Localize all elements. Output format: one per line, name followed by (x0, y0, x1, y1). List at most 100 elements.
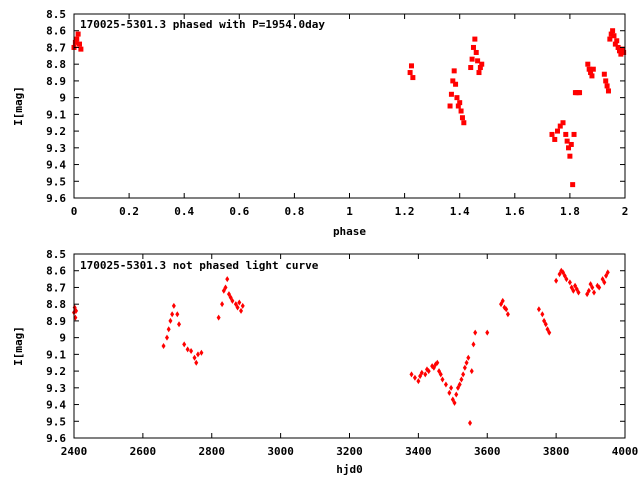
phased-x-tick-label: 0.4 (174, 205, 194, 218)
unphased-data-point (161, 343, 166, 349)
unphased-x-tick-label: 2400 (61, 445, 88, 458)
unphased-data-point (468, 419, 473, 426)
unphased-data-point (199, 349, 204, 356)
unphased-x-tick-label: 2600 (130, 445, 157, 458)
unphased-data-points (72, 267, 610, 426)
unphased-tick-marks: 2400 2600 2800 3000 3200 3400 3600 3800 4000 8.5 8… (46, 248, 638, 458)
unphased-y-tick-label: 8.5 (46, 248, 66, 261)
phased-data-point (577, 90, 583, 96)
phased-data-point (455, 103, 461, 109)
unphased-plot-title: 170025-5301.3 not phased light curve (80, 259, 319, 272)
unphased-data-point (586, 287, 591, 294)
phased-data-point (604, 83, 610, 89)
unphased-data-point (170, 311, 175, 318)
phased-x-tick-label: 1.4 (450, 205, 470, 218)
phased-data-point (563, 131, 569, 137)
unphased-data-point (435, 359, 440, 366)
phased-data-point (590, 66, 596, 72)
phased-x-tick-label: 0 (71, 205, 78, 218)
phased-data-point (549, 131, 555, 137)
unphased-data-point (440, 376, 445, 383)
phased-data-point (570, 182, 576, 188)
unphased-data-point (590, 284, 595, 291)
phased-data-point (585, 61, 591, 67)
unphased-x-tick-label: 4000 (612, 445, 639, 458)
phased-data-point (621, 49, 627, 55)
unphased-data-point (194, 359, 199, 366)
phased-data-point (552, 136, 558, 142)
phased-data-point (555, 128, 561, 134)
unphased-data-point (443, 381, 448, 388)
unphased-data-point (597, 284, 602, 291)
phased-data-point (74, 36, 80, 42)
unphased-data-point (461, 371, 466, 378)
unphased-data-point (235, 304, 240, 311)
unphased-data-point (469, 368, 474, 375)
unphased-data-point (182, 341, 187, 348)
phased-data-point (560, 120, 566, 126)
phased-data-point (459, 115, 465, 121)
phased-data-point (410, 75, 416, 81)
phased-data-point (475, 58, 481, 64)
unphased-data-point (605, 269, 610, 276)
unphased-data-point (195, 351, 200, 358)
phased-data-point (479, 61, 485, 67)
phased-data-point (567, 153, 573, 159)
phased-data-point (77, 41, 83, 47)
unphased-data-point (500, 297, 505, 304)
unphased-data-point (171, 302, 176, 309)
unphased-data-point (449, 384, 454, 391)
phased-data-point (461, 120, 467, 126)
phased-x-tick-label: 1.6 (505, 205, 525, 218)
phased-data-point (448, 91, 454, 97)
unphased-data-point (471, 341, 476, 348)
phased-data-point (468, 65, 474, 71)
unphased-data-point (567, 279, 572, 286)
unphased-y-tick-label: 9.2 (46, 365, 66, 378)
phased-y-tick-label: 9.1 (46, 108, 66, 121)
unphased-data-point (409, 371, 414, 378)
unphased-data-point (168, 317, 173, 324)
phased-data-point (571, 131, 577, 137)
unphased-data-point (74, 307, 79, 314)
phased-x-tick-label: 1 (346, 205, 353, 218)
phased-data-point (619, 46, 625, 52)
phased-data-point (473, 49, 479, 55)
unphased-y-tick-label: 9 (59, 332, 66, 345)
phased-y-tick-label: 8.9 (46, 75, 66, 88)
unphased-data-point (240, 302, 245, 309)
phased-data-point (469, 56, 475, 62)
unphased-data-point (547, 329, 552, 336)
phased-data-point (472, 36, 478, 42)
unphased-y-axis-label: I[mag] (12, 326, 25, 366)
unphased-y-tick-label: 8.7 (46, 281, 66, 294)
phased-tick-marks: 0 0.2 0.4 0.6 0.8 1 1.2 1.4 1.6 1.8 2 8.5 8.6 8.7 8.8 8… (46, 8, 628, 218)
phased-data-point (408, 63, 414, 69)
phased-data-point (603, 78, 609, 84)
unphased-data-point (426, 368, 431, 375)
unphased-data-point (485, 329, 490, 336)
unphased-x-tick-label: 3200 (336, 445, 363, 458)
phased-data-point (470, 44, 476, 50)
unphased-plot-panel: 2400 2600 2800 3000 3200 3400 3600 3800 4000 8.5 8… (12, 248, 638, 476)
unphased-data-point (412, 374, 417, 381)
phased-data-point (453, 81, 459, 87)
phased-data-point (586, 66, 592, 72)
phased-data-point (601, 71, 607, 77)
phased-data-point (588, 70, 594, 76)
phased-y-tick-label: 8.7 (46, 41, 66, 54)
unphased-y-tick-label: 9.1 (46, 348, 66, 361)
phased-x-tick-label: 0.6 (229, 205, 249, 218)
unphased-plot-frame (73, 253, 626, 439)
phased-data-point (589, 73, 595, 79)
phased-plot-title: 170025-5301.3 phased with P=1954.0day (80, 18, 325, 31)
unphased-data-point (592, 289, 597, 296)
phased-data-points (71, 28, 627, 188)
phased-data-point (75, 31, 81, 37)
phased-data-point (607, 36, 613, 42)
unphased-data-point (576, 289, 581, 296)
unphased-data-point (177, 321, 182, 328)
phased-y-tick-label: 9.3 (46, 142, 66, 155)
